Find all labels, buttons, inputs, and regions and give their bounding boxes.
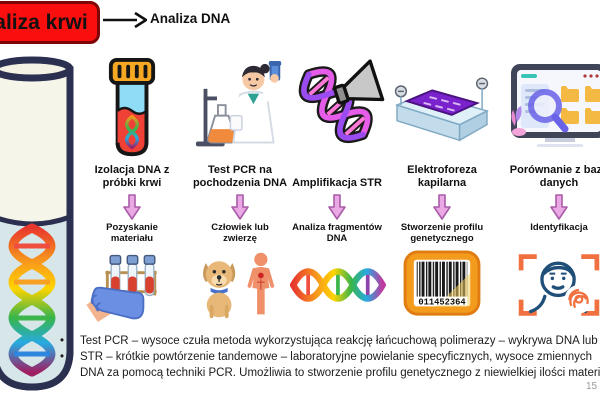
bullet-glyph: •: [60, 351, 65, 363]
step-column-porownanie-baza: Porównanie z bazą danych Identyfikacja: [494, 56, 600, 322]
scientist-lab-icon: [195, 61, 282, 147]
face-recognition-icon: [518, 254, 600, 316]
dog-and-human-icon: [203, 252, 275, 319]
page-title: Analiza DNA: [150, 11, 231, 26]
capillary-electrophoresis-icon: [394, 77, 490, 142]
dna-amplification-icon: [298, 59, 385, 144]
footnotes: • Test PCR – wysoce czuła metoda wykorzys…: [60, 333, 600, 381]
step-title: Test PCR na pochodzenia DNA: [192, 164, 288, 189]
step-result: Stworzenie profilu genetycznego: [400, 222, 484, 244]
dna-test-tube-graphic: [0, 56, 74, 391]
gloved-hand-test-tubes-icon: [86, 254, 157, 322]
step-title: Amplifikacja STR: [292, 177, 382, 189]
source-box: Analiza krwi: [0, 1, 100, 44]
blood-sample-tube-icon: [108, 58, 156, 157]
pink-down-arrow-icon: [231, 194, 249, 220]
page-number: 15: [586, 381, 598, 392]
step-result: Pozyskanie materiału: [106, 222, 158, 244]
step-column-izolacja-dna: Izolacja DNA z próbki krwi Pozyskanie ma…: [84, 56, 180, 322]
note-line-3: DNA za pomocą techniki PCR. Umożliwia to…: [80, 367, 600, 379]
database-search-icon: [511, 64, 600, 147]
barcode-number: 011452364: [418, 297, 465, 307]
pink-down-arrow-icon: [123, 194, 141, 220]
step-column-test-pcr: Test PCR na pochodzenia DNA Człowiek lub…: [184, 56, 296, 322]
pink-down-arrow-icon: [550, 194, 568, 220]
bullet-glyph: •: [60, 335, 65, 347]
step-column-amplifikacja-str: Amplifikacja STR Analiza fragmentów DNA: [286, 56, 388, 322]
step-result: Identyfikacja: [530, 222, 588, 233]
step-result: Analiza fragmentów DNA: [292, 222, 382, 244]
step-title: Porównanie z bazą danych: [509, 164, 600, 189]
barcode-icon: 011452364: [403, 250, 481, 316]
step-column-elektroforeza: Elektroforeza kapilarna Stworzenie profi…: [390, 56, 494, 322]
note-line-1: • Test PCR – wysoce czuła metoda wykorzys…: [60, 335, 598, 347]
rainbow-dna-icon: [289, 268, 386, 302]
step-title: Elektroforeza kapilarna: [407, 164, 477, 189]
step-title: Izolacja DNA z próbki krwi: [94, 164, 170, 189]
note-line-2: • STR – krótkie powtórzenie tandemowe – l…: [60, 351, 592, 363]
pink-down-arrow-icon: [433, 194, 451, 220]
step-result: Człowiek lub zwierzę: [211, 222, 269, 244]
right-arrow-icon: [103, 11, 147, 29]
pink-down-arrow-icon: [328, 194, 346, 220]
source-box-label: Analiza krwi: [0, 10, 88, 34]
